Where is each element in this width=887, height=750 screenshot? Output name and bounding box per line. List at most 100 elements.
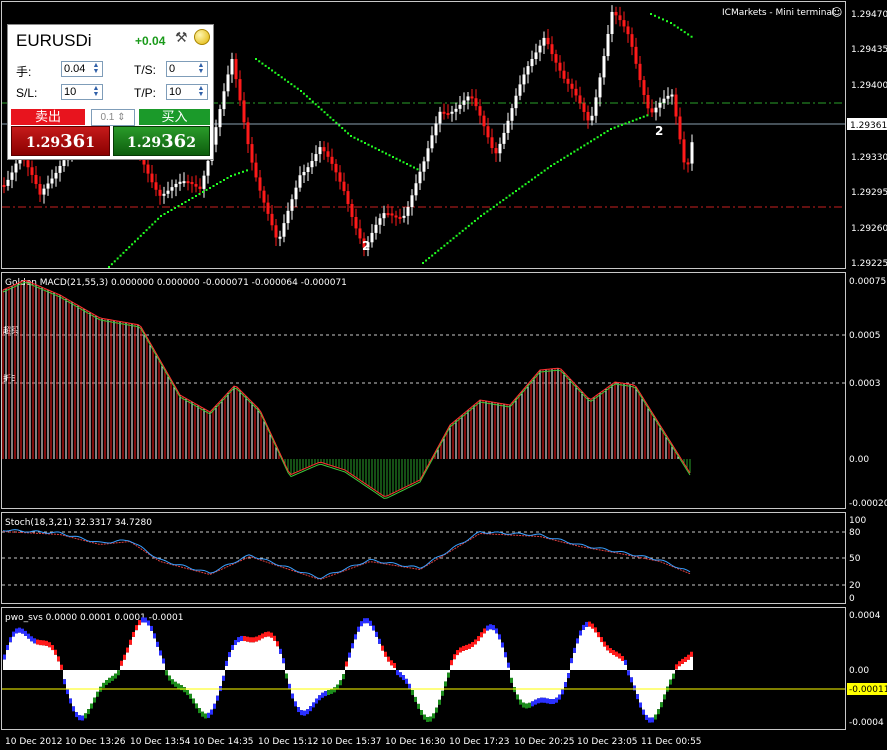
pwo-bar	[333, 670, 336, 688]
pwo-bar	[516, 670, 519, 695]
candle	[330, 156, 334, 164]
pwo-bar	[255, 641, 258, 670]
candle	[486, 126, 490, 138]
candle	[226, 74, 230, 92]
candle	[558, 62, 562, 71]
pwo-bar-tip	[18, 627, 21, 633]
pwo-bar-tip	[240, 635, 243, 641]
buy-button[interactable]: 买入	[139, 109, 210, 125]
trend-dot	[642, 115, 645, 118]
spinner-arrows-icon[interactable]: ▲ ▼	[197, 85, 205, 98]
pivot-label-1: 2	[362, 239, 370, 253]
pwo-bar-tip	[198, 708, 201, 714]
trend-dot	[556, 160, 559, 163]
spinner-arrows-icon[interactable]: ▲ ▼	[197, 62, 205, 75]
pwo-bar	[555, 670, 558, 698]
pwo-bar	[687, 659, 690, 670]
trend-dot	[364, 142, 366, 144]
pwo-bar-tip	[516, 694, 519, 700]
sl-input[interactable]: 10 ▲ ▼	[61, 84, 103, 100]
stoch-main-line	[2, 529, 691, 580]
trend-dot	[341, 127, 344, 130]
trend-dot	[329, 116, 332, 119]
pwo-bar	[84, 670, 87, 714]
coin-icon[interactable]	[194, 29, 210, 45]
candle	[426, 148, 430, 162]
pwo-bar-tip	[654, 714, 657, 720]
candle	[242, 100, 246, 123]
pwo-bar	[573, 652, 576, 670]
pwo-bar-tip	[501, 642, 504, 648]
pwo-bar	[108, 670, 111, 678]
pwo-bar-tip	[570, 658, 573, 664]
candle	[674, 94, 678, 117]
pwo-bar	[354, 639, 357, 670]
trend-dot	[167, 211, 169, 213]
lot-input[interactable]: 0.04 ▲ ▼	[61, 61, 103, 77]
pwo-bar	[252, 642, 255, 670]
sell-button[interactable]: 卖出	[11, 109, 85, 125]
pwo-bar	[105, 670, 108, 681]
candle	[562, 70, 566, 79]
pwo-bar-tip	[54, 649, 57, 655]
pwo-bar	[366, 623, 369, 670]
pwo-bar	[231, 649, 234, 670]
spinner-arrows-icon[interactable]: ▲ ▼	[92, 62, 100, 75]
sell-price-button[interactable]: 1.29361	[11, 126, 110, 156]
candle	[294, 187, 298, 200]
trend-dot	[593, 138, 596, 141]
price-label: 1.29330	[851, 153, 887, 163]
trend-dot	[160, 215, 162, 217]
pwo-bar-tip	[411, 690, 414, 696]
trend-dot	[216, 183, 218, 185]
pwo-bar-tip	[216, 695, 219, 701]
pwo-bar	[33, 643, 36, 670]
candle	[618, 15, 622, 21]
candle	[498, 143, 502, 154]
buy-price-button[interactable]: 1.29362	[113, 126, 210, 156]
pwo-bar-tip	[162, 658, 165, 664]
pwo-bar-tip	[174, 681, 177, 687]
pwo-bar	[39, 645, 42, 670]
candle	[462, 100, 466, 105]
pwo-bar	[588, 626, 591, 670]
ts-input[interactable]: 0 ▲ ▼	[166, 61, 208, 77]
pwo-bar-tip	[105, 680, 108, 686]
sell-price-tail: 1	[85, 135, 95, 151]
spinner-arrows-icon[interactable]: ▲ ▼	[92, 85, 100, 98]
candle	[322, 147, 326, 152]
trend-dot	[409, 164, 412, 167]
candle	[170, 187, 174, 191]
pwo-bar-tip	[255, 636, 258, 642]
tools-icon[interactable]: ⚒	[175, 29, 188, 45]
pwo-bar-tip	[378, 638, 381, 644]
pwo-bar	[510, 670, 513, 678]
trend-dot	[443, 244, 446, 247]
pwo-bar-tip	[513, 687, 516, 693]
sl-label: S/L:	[16, 86, 38, 100]
volume-input[interactable]: 0.1 ⇕	[91, 109, 135, 126]
smile-icon[interactable]: ☺	[831, 6, 842, 19]
candle	[414, 183, 418, 196]
pwo-bar	[507, 667, 510, 670]
candles	[2, 5, 694, 257]
trend-dot	[489, 208, 492, 211]
pwo-bar-tip	[603, 641, 606, 647]
pwo-bar-tip	[639, 702, 642, 708]
candle	[206, 160, 210, 176]
candle	[2, 185, 6, 187]
time-label: 10 Dec 23:05	[577, 737, 638, 747]
macd-line	[2, 279, 691, 497]
trend-dot	[320, 108, 323, 111]
candle	[34, 174, 38, 185]
trend-dot	[395, 157, 398, 160]
pwo-bar-tip	[471, 642, 474, 648]
pwo-bar-tip	[504, 652, 507, 658]
pwo-bar	[657, 670, 660, 710]
trend-dot	[163, 213, 166, 215]
pwo-bar-tip	[186, 690, 189, 696]
pwo-bar	[336, 670, 339, 685]
trend-dot	[473, 219, 476, 222]
tp-input[interactable]: 10 ▲ ▼	[166, 84, 208, 100]
